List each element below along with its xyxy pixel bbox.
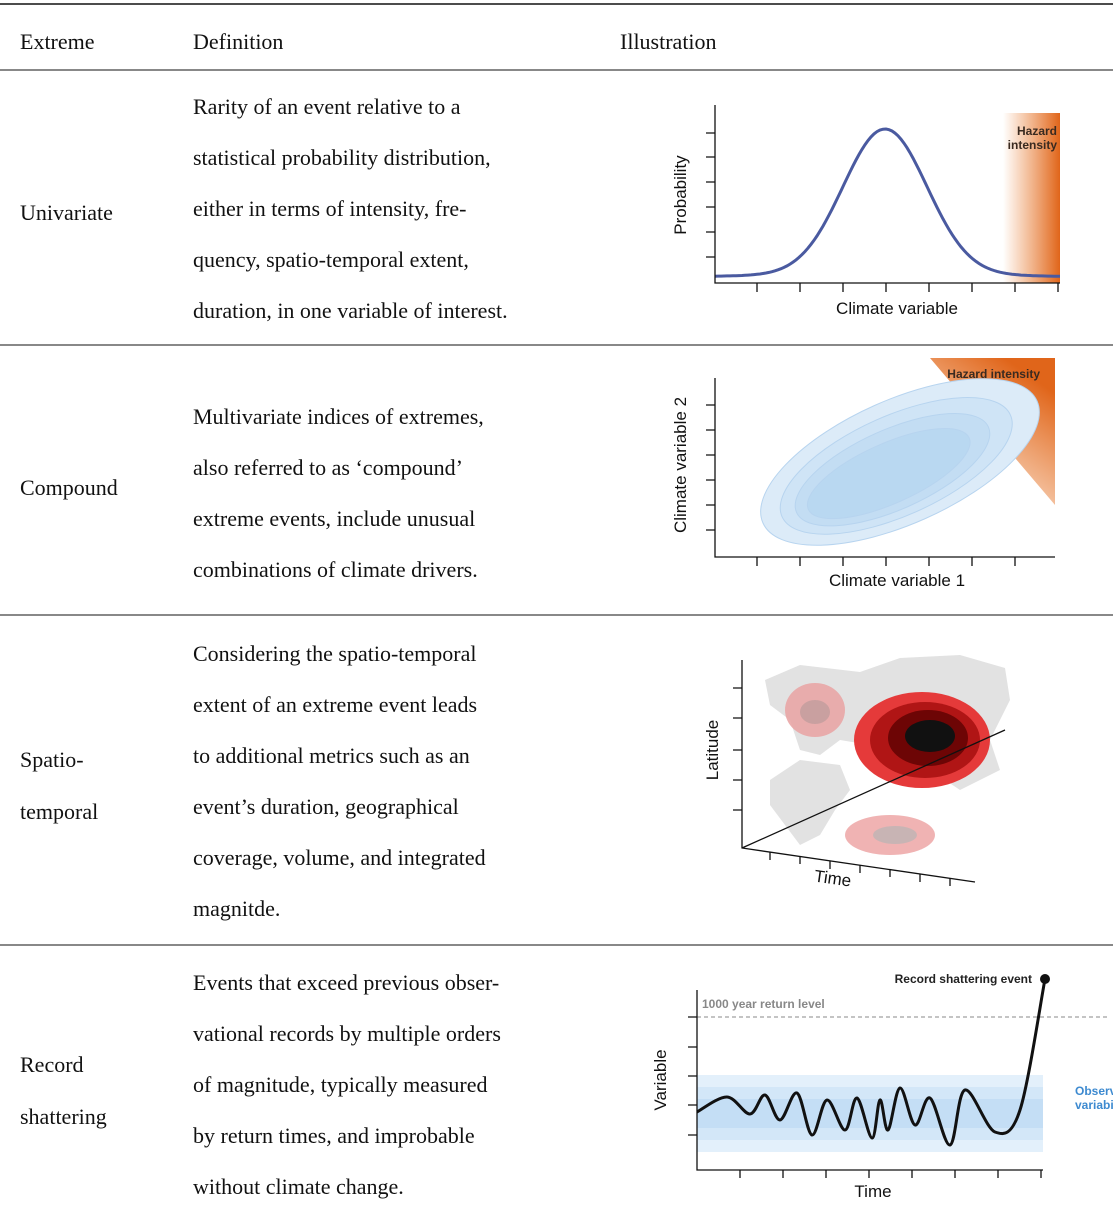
illustration-univariate bbox=[706, 105, 1060, 292]
page: {"table": { "headers": ["Extreme", "Defi… bbox=[0, 0, 1113, 1223]
definition-line: of magnitude, typically measured bbox=[193, 1072, 487, 1097]
x-axis-label: Time bbox=[813, 867, 852, 891]
hazard-label: Hazard intensity bbox=[947, 367, 1040, 381]
definition-line: Rarity of an event relative to a bbox=[193, 94, 461, 119]
y-axis-label: Variable bbox=[651, 1049, 670, 1110]
table: Extreme Definition Illustration Probabil… bbox=[0, 0, 1113, 1223]
return-level-label: 1000 year return level bbox=[702, 997, 825, 1011]
extreme-name: Univariate bbox=[20, 200, 113, 225]
header-cell: Extreme bbox=[20, 29, 95, 54]
x-axis-label: Climate variable bbox=[836, 299, 958, 318]
extreme-name: shattering bbox=[20, 1104, 107, 1129]
variability-label: Observed bbox=[1075, 1084, 1113, 1098]
definition-line: event’s duration, geographical bbox=[193, 794, 459, 819]
definition-line: combinations of climate drivers. bbox=[193, 557, 478, 582]
y-axis-label: Latitude bbox=[703, 720, 722, 781]
blob-main bbox=[854, 692, 990, 788]
variability-label: variability bbox=[1075, 1098, 1113, 1112]
definition-line: to additional metrics such as an bbox=[193, 743, 470, 768]
map-land bbox=[770, 760, 850, 845]
header-cell: Illustration bbox=[620, 29, 717, 54]
y-axis-label: Probability bbox=[671, 155, 690, 235]
definition-line: by return times, and improbable bbox=[193, 1123, 475, 1148]
extreme-name: Record bbox=[20, 1052, 84, 1077]
definition-line: either in terms of intensity, fre- bbox=[193, 196, 467, 221]
extreme-name: temporal bbox=[20, 799, 98, 824]
definition-line: duration, in one variable of interest. bbox=[193, 298, 508, 323]
blob-future bbox=[845, 815, 935, 855]
header-cell: Definition bbox=[193, 29, 283, 54]
definition-line: quency, spatio-temporal extent, bbox=[193, 247, 469, 272]
hazard-label: Hazard bbox=[1017, 124, 1057, 138]
extreme-name: Compound bbox=[20, 475, 118, 500]
definition-line: Events that exceed previous obser- bbox=[193, 970, 499, 995]
definition-line: Considering the spatio-temporal bbox=[193, 641, 477, 666]
record-point bbox=[1040, 974, 1050, 984]
definition-line: magnitde. bbox=[193, 896, 280, 921]
definition-line: Multivariate indices of extremes, bbox=[193, 404, 484, 429]
x-axis-label: Time bbox=[854, 1182, 891, 1201]
hazard-label: intensity bbox=[1008, 138, 1058, 152]
illustration-spatiotemporal bbox=[733, 655, 1010, 886]
definition-line: coverage, volume, and integrated bbox=[193, 845, 486, 870]
definition-line: also referred to as ‘compound’ bbox=[193, 455, 463, 480]
definition-line: statistical probability distribution, bbox=[193, 145, 491, 170]
event-label: Record shattering event bbox=[895, 972, 1032, 986]
x-axis-label: Climate variable 1 bbox=[829, 571, 965, 590]
definition-line: extent of an extreme event leads bbox=[193, 692, 477, 717]
definition-line: extreme events, include unusual bbox=[193, 506, 475, 531]
definition-line: vational records by multiple orders bbox=[193, 1021, 501, 1046]
blob-past bbox=[785, 683, 845, 737]
extreme-name: Spatio- bbox=[20, 747, 84, 772]
y-axis-label: Climate variable 2 bbox=[671, 397, 690, 533]
definition-line: without climate change. bbox=[193, 1174, 404, 1199]
